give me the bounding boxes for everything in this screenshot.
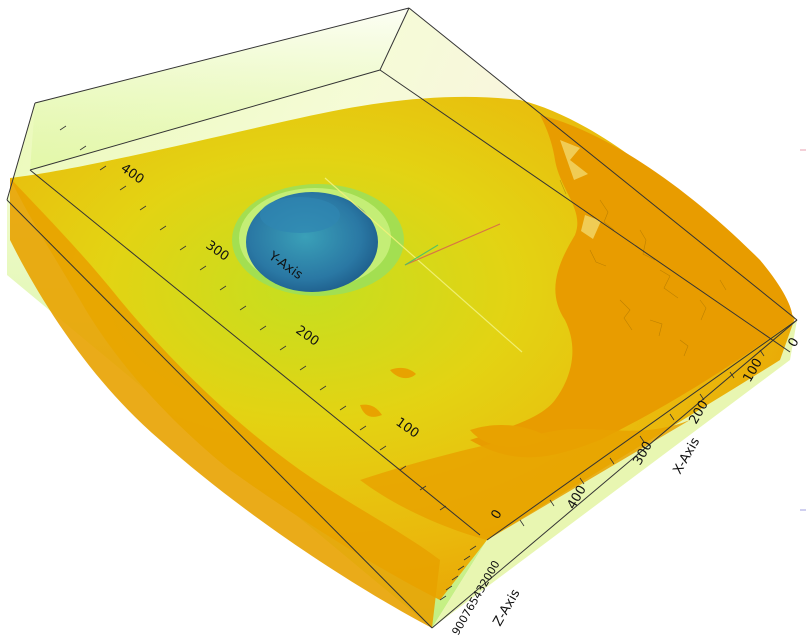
isosurface bbox=[10, 96, 795, 628]
y-axis-ticks bbox=[59, 125, 447, 511]
storm-eye bbox=[232, 184, 404, 296]
axis-lines bbox=[324, 177, 523, 353]
z-axis-title: Z-Axis bbox=[490, 587, 523, 629]
x-axis-ticks bbox=[519, 349, 765, 527]
z-axis-ticks bbox=[439, 545, 477, 601]
terrain-texture bbox=[559, 179, 727, 357]
bounding-box-edges bbox=[6, 7, 798, 629]
